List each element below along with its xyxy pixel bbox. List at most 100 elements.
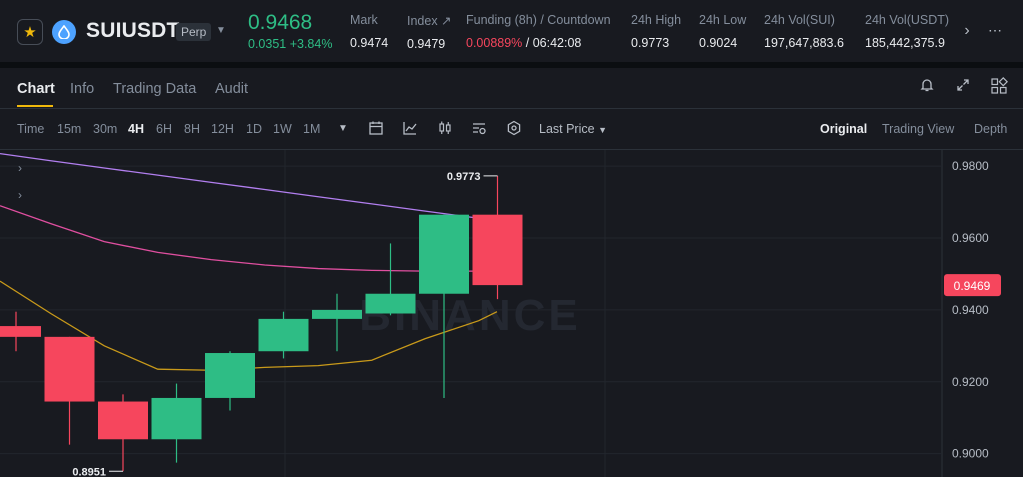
chevron-right-icon[interactable]: ›: [955, 20, 979, 44]
stat-value: 0.00889% / 06:42:08: [466, 36, 611, 50]
ticker-header: ★ SUIUSDT Perp ▼ 0.9468 0.0351 +3.84% Ma…: [0, 0, 1023, 62]
candle: [205, 351, 255, 411]
moving-average-line: [0, 152, 498, 223]
high-price-label: 0.9773: [447, 171, 481, 183]
stat-label: 24h Vol(SUI): [764, 13, 835, 27]
price-source-label: Last Price: [539, 122, 595, 136]
annotations: 0.9773 0.8951 0.9469: [72, 171, 1001, 477]
layout-grid-icon[interactable]: [989, 77, 1009, 99]
timeframe-6h[interactable]: 6H: [156, 122, 172, 136]
timeframe-15m[interactable]: 15m: [57, 122, 82, 136]
candle: [472, 175, 523, 300]
indicator-icon[interactable]: [402, 120, 418, 139]
panel-actions: [917, 77, 1009, 99]
candle: [0, 311, 41, 352]
current-price-label: 0.9469: [954, 279, 991, 293]
candle-body: [312, 309, 362, 319]
view-depth[interactable]: Depth: [974, 122, 1008, 136]
tabs-divider: [0, 108, 1023, 109]
stat-24h-vol-sui: 24h Vol(SUI) 197,647,883.6: [764, 13, 844, 50]
chart-grid: [0, 150, 943, 477]
stat-label: Mark: [350, 13, 378, 27]
calendar-icon[interactable]: [368, 120, 384, 139]
timeframe-dropdown-icon[interactable]: ▼: [338, 123, 348, 134]
stat-label: 24h Vol(USDT): [865, 13, 950, 27]
bell-icon[interactable]: [917, 77, 937, 99]
y-tick-label: 0.9800: [952, 159, 989, 173]
stat-funding: Funding (8h) / Countdown 0.00889% / 06:4…: [466, 13, 611, 50]
stat-24h-low: 24h Low 0.9024: [699, 13, 746, 50]
y-tick-label: 0.9200: [952, 375, 989, 389]
stat-24h-high: 24h High 0.9773: [631, 13, 681, 50]
star-icon: ★: [23, 24, 37, 41]
current-price-tag: [944, 274, 1001, 297]
price-source-select[interactable]: Last Price ▼: [539, 122, 607, 136]
price-axis: 0.9800 0.9600 0.9400 0.9200 0.9000: [952, 159, 989, 460]
timeframe-1d[interactable]: 1D: [246, 122, 262, 136]
stat-label: Index ↗: [407, 14, 452, 28]
expand-icon[interactable]: [953, 77, 973, 99]
stat-label: 24h Low: [699, 13, 747, 27]
tab-trading-data[interactable]: Trading Data: [113, 81, 197, 97]
perp-badge: Perp: [176, 23, 212, 41]
candle: [44, 336, 95, 445]
y-tick-label: 0.9600: [952, 231, 989, 245]
stat-index[interactable]: Index ↗ 0.9479: [407, 13, 452, 51]
price-change: 0.0351 +3.84%: [248, 37, 333, 51]
expand-indicators-icon: ›: [18, 161, 22, 175]
candle-body: [0, 326, 41, 337]
candle: [365, 243, 416, 316]
more-icon[interactable]: ⋯: [988, 22, 1003, 38]
candle-body: [151, 397, 202, 440]
symbol-name[interactable]: SUIUSDT: [86, 19, 180, 42]
favorite-star-button[interactable]: ★: [17, 19, 43, 45]
low-price-label: 0.8951: [72, 466, 106, 477]
stat-label: Funding (8h) / Countdown: [466, 13, 611, 27]
candle-body: [258, 318, 309, 352]
stat-24h-vol-usdt: 24h Vol(USDT) 185,442,375.9: [865, 13, 950, 50]
view-trading-view[interactable]: Trading View: [882, 122, 955, 136]
timeframe-8h[interactable]: 8H: [184, 122, 200, 136]
tab-audit[interactable]: Audit: [215, 81, 249, 97]
candles: [0, 175, 523, 472]
section-divider: [0, 62, 1023, 68]
candle: [151, 383, 202, 463]
timeframe-1w[interactable]: 1W: [273, 122, 292, 136]
timeframe-4h[interactable]: 4H: [128, 122, 144, 136]
candle: [98, 394, 148, 472]
timeframe-30m[interactable]: 30m: [93, 122, 118, 136]
tab-info[interactable]: Info: [70, 81, 95, 97]
view-original[interactable]: Original: [820, 122, 868, 136]
timeframe-1m[interactable]: 1M: [303, 122, 321, 136]
funding-rate: 0.00889%: [466, 36, 523, 50]
stat-value: 0.9479: [407, 37, 446, 51]
stat-value: 0.9474: [350, 36, 389, 50]
timeframe-time[interactable]: Time: [17, 122, 45, 136]
candle: [419, 214, 469, 398]
tab-chart[interactable]: Chart: [17, 81, 55, 97]
candle-body: [44, 336, 95, 402]
y-tick-label: 0.9000: [952, 447, 989, 461]
candle-body: [205, 353, 255, 398]
candle: [258, 311, 309, 359]
moving-average-line: [0, 280, 498, 371]
expand-indicators-icon: ›: [18, 188, 22, 202]
stat-value: 0.9773: [631, 36, 670, 50]
candle-body: [472, 214, 523, 286]
stat-label: 24h High: [631, 13, 682, 27]
toolbar-divider: [0, 149, 1023, 150]
stat-value: 197,647,883.6: [764, 36, 844, 50]
panel-tabs: Chart Info Trading Data Audit: [0, 68, 1023, 108]
chart-toolbar: Time 15m 30m 4H 6H 8H 12H 1D 1W 1M ▼ Las…: [0, 109, 1023, 149]
active-tab-indicator: [17, 105, 53, 107]
candle-type-icon[interactable]: [437, 120, 453, 139]
candle-body: [98, 401, 148, 440]
timeframe-12h[interactable]: 12H: [211, 122, 234, 136]
stat-mark: Mark 0.9474: [350, 13, 388, 50]
stat-value: 0.9024: [699, 36, 738, 50]
chevron-down-icon[interactable]: ▼: [216, 25, 226, 36]
y-tick-label: 0.9400: [952, 303, 989, 317]
chart-settings-icon[interactable]: [471, 120, 487, 139]
settings-gear-icon[interactable]: [506, 120, 522, 139]
